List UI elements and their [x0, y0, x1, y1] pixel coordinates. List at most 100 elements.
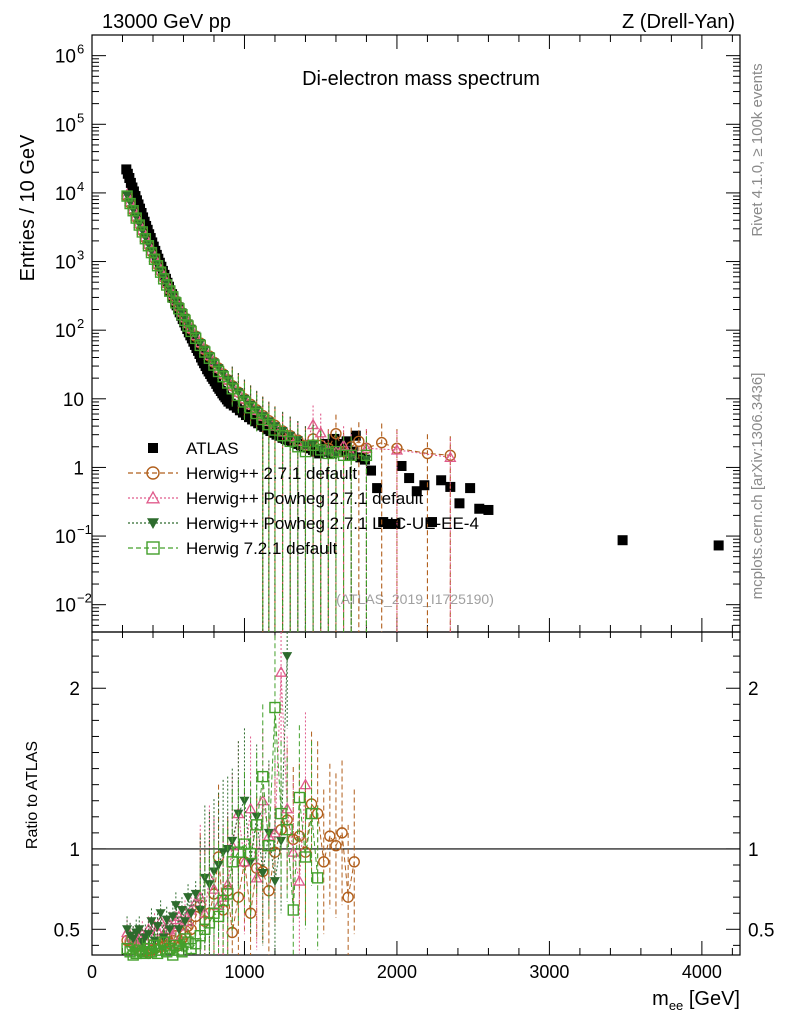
- data-point: [136, 226, 149, 238]
- data-point: [164, 942, 176, 955]
- rivet-label: Rivet 4.1.0, ≥ 100k events: [749, 63, 766, 236]
- data-point: [130, 947, 142, 960]
- data-point: [155, 909, 166, 919]
- series-line: [126, 194, 451, 458]
- data-point: [232, 846, 245, 858]
- data-point: [190, 889, 201, 899]
- data-point: [122, 191, 133, 201]
- data-point: [208, 867, 219, 877]
- y-tick-exponent: 2: [77, 316, 84, 331]
- watermark: (ATLAS_2019_I1725190): [336, 591, 494, 607]
- y-tick-exponent: −1: [77, 522, 92, 537]
- ratio-frame: [91, 631, 741, 956]
- x-tick-label: 0: [87, 962, 97, 982]
- data-point: [176, 906, 187, 916]
- data-point: [148, 443, 158, 453]
- data-point: [330, 445, 342, 458]
- data-point: [293, 874, 306, 886]
- ratio-series-3: [122, 632, 293, 955]
- data-point: [133, 219, 145, 231]
- data-point: [713, 540, 724, 551]
- data-point: [350, 430, 361, 441]
- data-point: [336, 827, 348, 839]
- data-point: [330, 428, 342, 440]
- data-point: [244, 802, 257, 814]
- ratio-y-tick-label: 2: [69, 679, 80, 700]
- data-point: [372, 483, 383, 494]
- data-point: [375, 436, 388, 449]
- x-tick-label: 3000: [529, 962, 569, 982]
- data-point: [146, 466, 160, 480]
- data-point: [269, 422, 280, 432]
- data-point: [183, 893, 194, 903]
- y-tick-label: 10: [55, 321, 76, 342]
- data-point: [152, 922, 163, 932]
- y-tick-label: 10: [55, 253, 76, 274]
- x-axis-label: mee [GeV]: [652, 988, 740, 1013]
- data-point: [263, 840, 275, 852]
- data-point: [195, 906, 206, 916]
- y-tick-label: 10: [55, 115, 76, 136]
- data-point: [151, 947, 164, 960]
- header-right: Z (Drell-Yan): [622, 11, 735, 33]
- series-2: [120, 188, 457, 632]
- data-point: [299, 445, 312, 458]
- legend-label: ATLAS: [186, 439, 239, 458]
- data-point: [483, 504, 494, 515]
- data-point: [474, 503, 485, 514]
- x-axis-label-sub: ee: [669, 998, 683, 1013]
- chart-title: Di-electron mass spectrum: [302, 68, 540, 90]
- data-point: [404, 473, 415, 484]
- legend-item: ATLAS: [148, 439, 239, 458]
- data-point: [366, 465, 377, 476]
- data-point: [128, 934, 139, 944]
- data-point: [161, 946, 173, 958]
- ratio-y-tick-label: 0.5: [54, 920, 80, 941]
- data-point: [145, 490, 161, 504]
- y-tick-exponent: 5: [77, 110, 84, 125]
- data-point: [167, 291, 179, 303]
- data-point: [360, 449, 373, 462]
- x-tick-label: 4000: [682, 962, 722, 982]
- data-point: [427, 517, 438, 528]
- y-tick-label: 1: [73, 458, 84, 479]
- data-point: [257, 869, 268, 879]
- y-tick-exponent: 6: [77, 42, 84, 57]
- ratio-y-tick-label: 1: [69, 840, 80, 861]
- data-point: [199, 873, 210, 883]
- data-point: [143, 930, 154, 940]
- data-point: [170, 297, 182, 309]
- data-point: [145, 946, 158, 958]
- data-point: [341, 436, 352, 447]
- data-point: [465, 483, 476, 494]
- legend-label: Herwig++ 2.7.1 default: [186, 464, 357, 483]
- data-point: [161, 279, 173, 291]
- data-point: [194, 890, 207, 902]
- data-point: [146, 917, 157, 927]
- data-point: [378, 517, 389, 528]
- y-tick-exponent: 3: [77, 248, 84, 263]
- data-point: [154, 266, 167, 278]
- data-point: [226, 383, 238, 395]
- data-point: [384, 518, 395, 529]
- data-point: [311, 872, 324, 884]
- y-tick-label: 10: [55, 47, 76, 68]
- data-point: [238, 838, 251, 850]
- x-axis-label-main: m: [652, 988, 669, 1010]
- ratio-line: [126, 707, 319, 957]
- data-point: [226, 856, 238, 868]
- data-point: [139, 233, 152, 245]
- y-tick-label: 10: [55, 184, 76, 205]
- ratio-series-4: [121, 635, 324, 961]
- data-point: [244, 848, 257, 860]
- data-point: [157, 273, 170, 285]
- data-point: [342, 891, 354, 903]
- data-point: [419, 480, 430, 491]
- x-tick-label: 2000: [377, 962, 417, 982]
- data-point: [124, 946, 136, 958]
- data-point: [322, 447, 335, 460]
- data-point: [305, 807, 318, 820]
- data-point: [269, 877, 280, 887]
- data-point: [337, 449, 350, 462]
